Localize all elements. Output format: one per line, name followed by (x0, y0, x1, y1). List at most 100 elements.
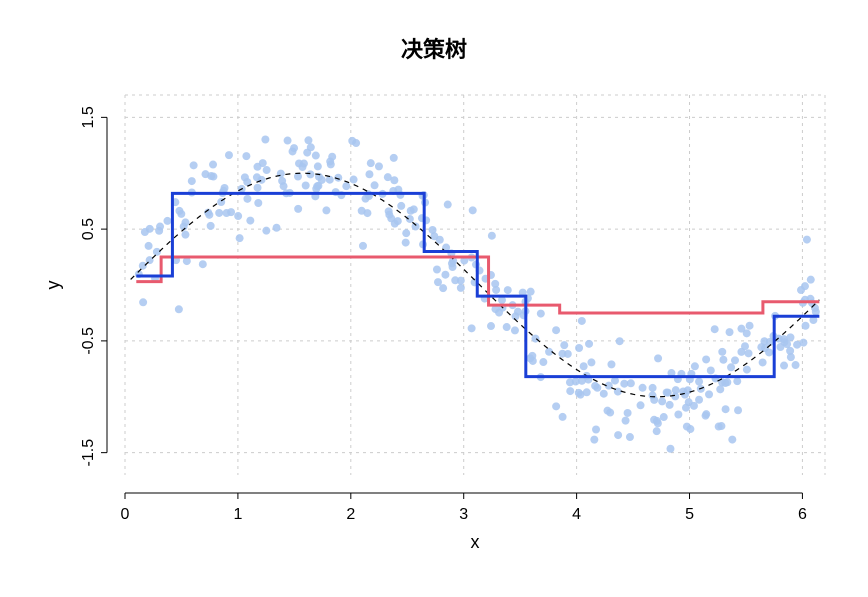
scatter-point (666, 445, 674, 453)
y-tick-label: 1.5 (80, 106, 97, 128)
scatter-point (726, 328, 734, 336)
chart-svg: 0123456x-1.5-0.50.51.5y (0, 0, 868, 597)
scatter-point (312, 185, 320, 193)
scatter-point (580, 362, 588, 370)
scatter-point (649, 391, 657, 399)
scatter-point (529, 357, 537, 365)
scatter-point (552, 402, 560, 410)
y-tick-label: -1.5 (80, 439, 97, 467)
scatter-point (488, 232, 496, 240)
scatter-point (759, 358, 767, 366)
scatter-point (786, 333, 794, 341)
scatter-point (254, 199, 262, 207)
scatter-point (590, 436, 598, 444)
scatter-point (290, 144, 298, 152)
scatter-point (362, 195, 370, 203)
scatter-point (163, 217, 171, 225)
scatter-point (371, 181, 379, 189)
scatter-point (304, 136, 312, 144)
scatter-point (624, 409, 632, 417)
y-tick-label: 0.5 (80, 218, 97, 240)
scatter-point (766, 338, 774, 346)
scatter-point (307, 143, 315, 151)
scatter-point (575, 344, 583, 352)
scatter-point (807, 276, 815, 284)
scatter-point (717, 422, 725, 430)
scatter-point (326, 157, 334, 165)
scatter-point (350, 176, 358, 184)
scatter-point (359, 242, 367, 250)
scatter-point (367, 159, 375, 167)
scatter-point (737, 325, 745, 333)
scatter-point (412, 223, 420, 231)
scatter-point (215, 209, 223, 217)
scatter-point (363, 209, 371, 217)
scatter-point (402, 239, 410, 247)
scatter-point (721, 379, 729, 387)
scatter-point (457, 284, 465, 292)
x-tick-label: 0 (121, 506, 130, 523)
scatter-point (261, 136, 269, 144)
scatter-point (430, 232, 438, 240)
scatter-point (626, 433, 634, 441)
scatter-point (702, 355, 710, 363)
scatter-point (585, 340, 593, 348)
scatter-point (262, 227, 270, 235)
scatter-point (650, 416, 658, 424)
scatter-point (745, 349, 753, 357)
chart-container: 决策树 0123456x-1.5-0.50.51.5y (0, 0, 868, 597)
scatter-point (718, 348, 726, 356)
scatter-point (799, 339, 807, 347)
x-tick-label: 2 (346, 506, 355, 523)
blue-step-line (136, 193, 819, 376)
scatter-point (298, 163, 306, 171)
x-tick-label: 3 (459, 506, 468, 523)
scatter-point (242, 152, 250, 160)
scatter-point (719, 356, 727, 364)
scatter-point (716, 385, 724, 393)
scatter-point (578, 317, 586, 325)
scatter-point (273, 224, 281, 232)
x-tick-label: 6 (798, 506, 807, 523)
scatter-point (175, 207, 183, 215)
scatter-point (705, 390, 713, 398)
scatter-point (511, 326, 519, 334)
scatter-point (397, 202, 405, 210)
scatter-point (181, 231, 189, 239)
y-axis-label: y (43, 281, 63, 290)
scatter-point (600, 390, 608, 398)
scatter-point (733, 377, 741, 385)
scatter-point (666, 401, 674, 409)
scatter-point (207, 222, 215, 230)
scatter-point (566, 387, 574, 395)
x-axis-label: x (471, 532, 480, 552)
scatter-point (743, 366, 751, 374)
scatter-point (757, 343, 765, 351)
scatter-point (614, 431, 622, 439)
x-tick-label: 5 (685, 506, 694, 523)
scatter-point (741, 342, 749, 350)
scatter-point (539, 358, 547, 366)
scatter-point (312, 152, 320, 160)
scatter-point (306, 170, 314, 178)
scatter-point (765, 348, 773, 356)
scatter-point (560, 341, 568, 349)
scatter-point (492, 286, 500, 294)
scatter-point (616, 337, 624, 345)
scatter-point (253, 163, 261, 171)
scatter-point (243, 195, 251, 203)
scatter-point (607, 360, 615, 368)
scatter-point (444, 201, 452, 209)
scatter-point (639, 384, 647, 392)
scatter-point (731, 356, 739, 364)
scatter-point (145, 242, 153, 250)
scatter-point (683, 423, 691, 431)
scatter-point (365, 170, 373, 178)
scatter-point (352, 139, 360, 147)
scatter-point (691, 362, 699, 370)
scatter-point (727, 363, 735, 371)
scatter-point (394, 217, 402, 225)
scatter-point (587, 358, 595, 366)
scatter-point (433, 265, 441, 273)
scatter-point (156, 223, 164, 231)
